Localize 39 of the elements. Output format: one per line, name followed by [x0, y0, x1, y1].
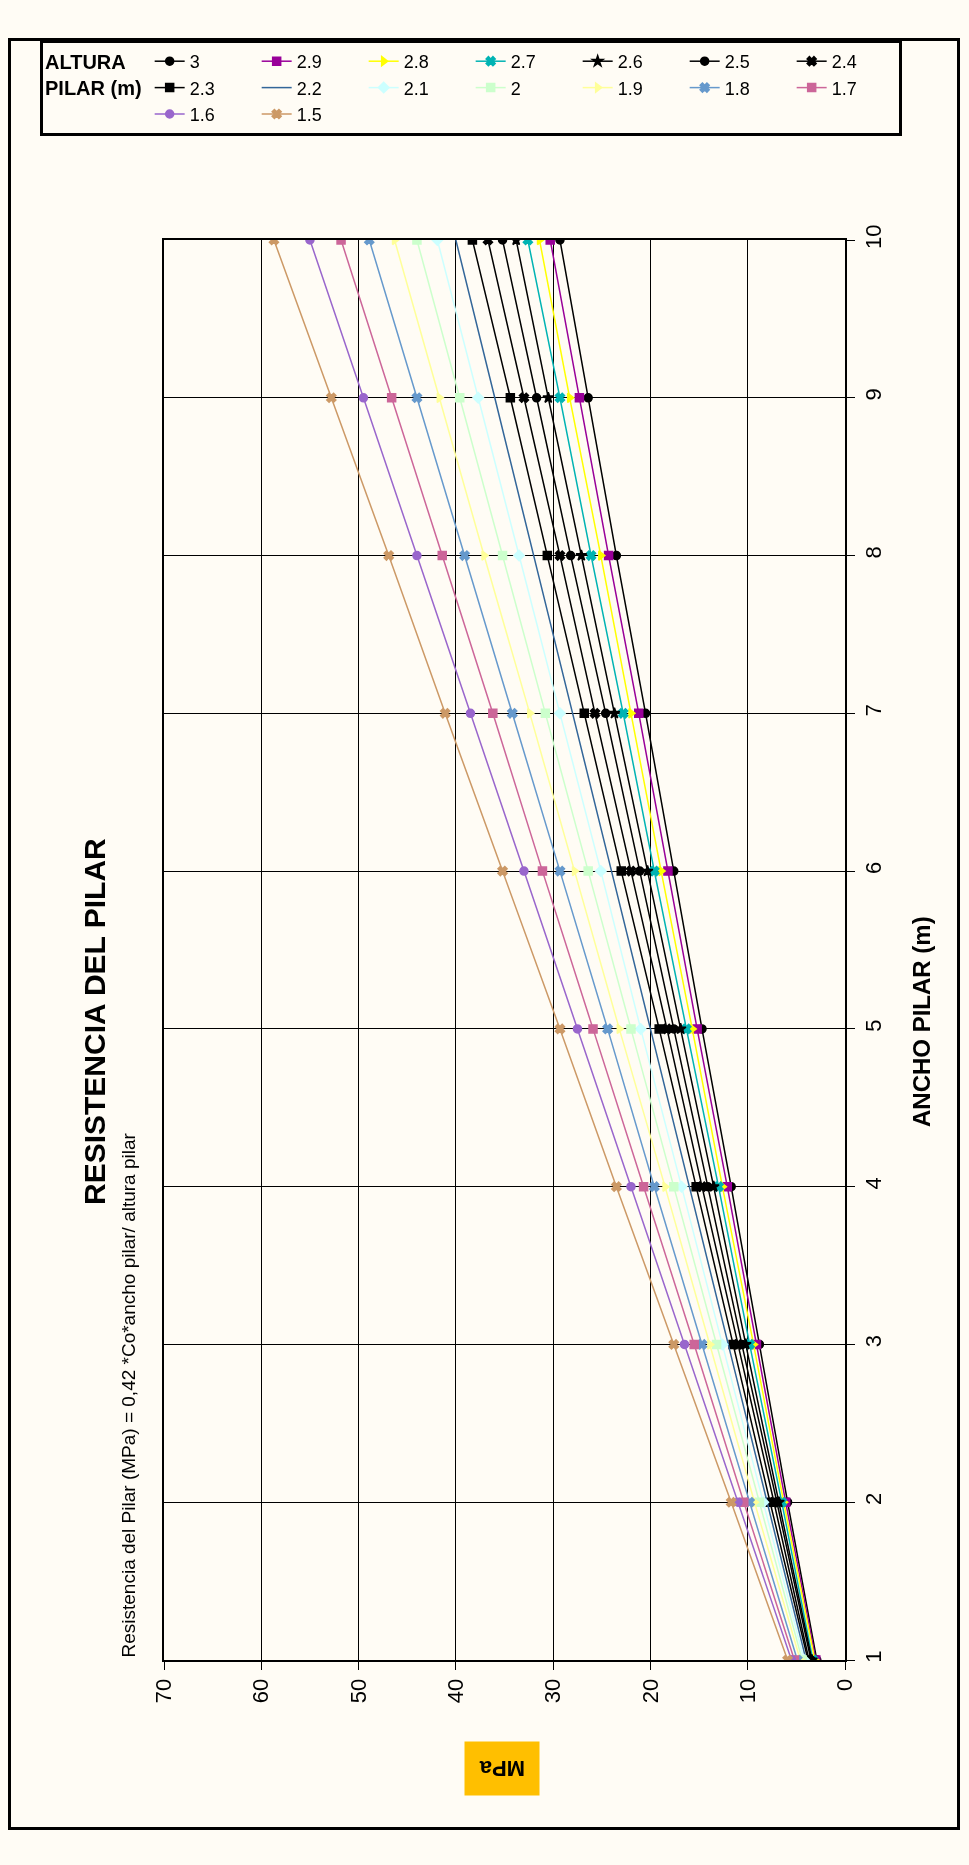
legend-label: 2.7 — [510, 52, 536, 73]
legend-label: 2.6 — [617, 52, 643, 73]
y-tick-label: 1 — [861, 1650, 887, 1663]
x-axis-title: MPa — [479, 1756, 525, 1781]
legend-label: 1.9 — [617, 78, 643, 99]
y-tick-label: 8 — [861, 546, 887, 559]
y-tick-label: 4 — [861, 1177, 887, 1190]
text: Resistencia del Pilar (MPa) = 0,42 *Co*ancho pilar/ altura pilar — [117, 1132, 139, 1658]
legend-title: ALTURA PILAR (m) — [45, 51, 142, 99]
x-tick-label: 10 — [734, 1678, 760, 1704]
y-tick-label: 9 — [861, 388, 887, 401]
y-tick-label: 5 — [861, 1019, 887, 1032]
legend-label: 2.8 — [403, 52, 429, 73]
x-tick-label: 50 — [345, 1678, 371, 1704]
y-tick-label: 3 — [861, 1335, 887, 1348]
x-tick-label: 70 — [151, 1678, 177, 1704]
legend-label: 2.2 — [296, 78, 322, 99]
legend-label: 1.7 — [831, 78, 857, 99]
y-tick-label: 2 — [861, 1492, 887, 1506]
legend-label: 1.5 — [296, 105, 322, 126]
legend-label: 3 — [189, 52, 200, 73]
y-tick-label: 7 — [861, 703, 887, 717]
text: RESISTENCIA DEL PILAR — [78, 837, 111, 1205]
x-tick-label: 40 — [443, 1678, 469, 1704]
legend-label: 2.9 — [296, 52, 322, 73]
legend-label: 2 — [510, 78, 521, 99]
x-tick-label: 0 — [832, 1678, 858, 1692]
legend-label: 2.5 — [724, 52, 750, 73]
x-tick-label: 20 — [637, 1678, 663, 1704]
legend-label: 1.8 — [724, 78, 750, 99]
x-tick-label: 60 — [248, 1678, 274, 1704]
x-tick-label: 30 — [540, 1678, 566, 1704]
y-axis-title: ANCHO PILAR (m) — [908, 916, 935, 1127]
legend-label: 2.4 — [831, 52, 857, 73]
y-tick-label: 10 — [861, 224, 887, 249]
legend-label: 2.3 — [189, 78, 215, 99]
legend-label: 2.1 — [403, 78, 429, 99]
legend-label: 1.6 — [189, 105, 215, 126]
y-tick-label: 6 — [861, 861, 887, 874]
